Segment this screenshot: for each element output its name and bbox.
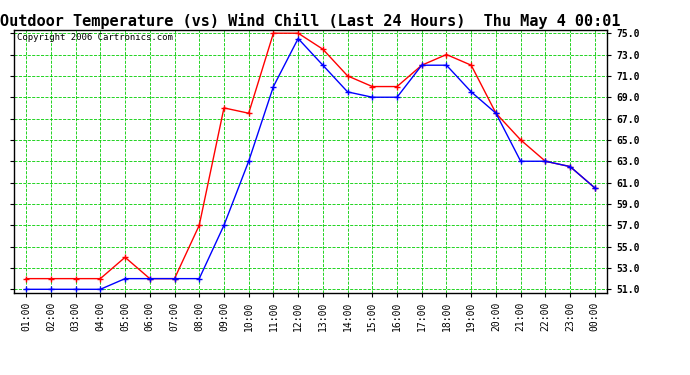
Title: Outdoor Temperature (vs) Wind Chill (Last 24 Hours)  Thu May 4 00:01: Outdoor Temperature (vs) Wind Chill (Las… xyxy=(0,13,621,29)
Text: Copyright 2006 Cartronics.com: Copyright 2006 Cartronics.com xyxy=(17,33,172,42)
